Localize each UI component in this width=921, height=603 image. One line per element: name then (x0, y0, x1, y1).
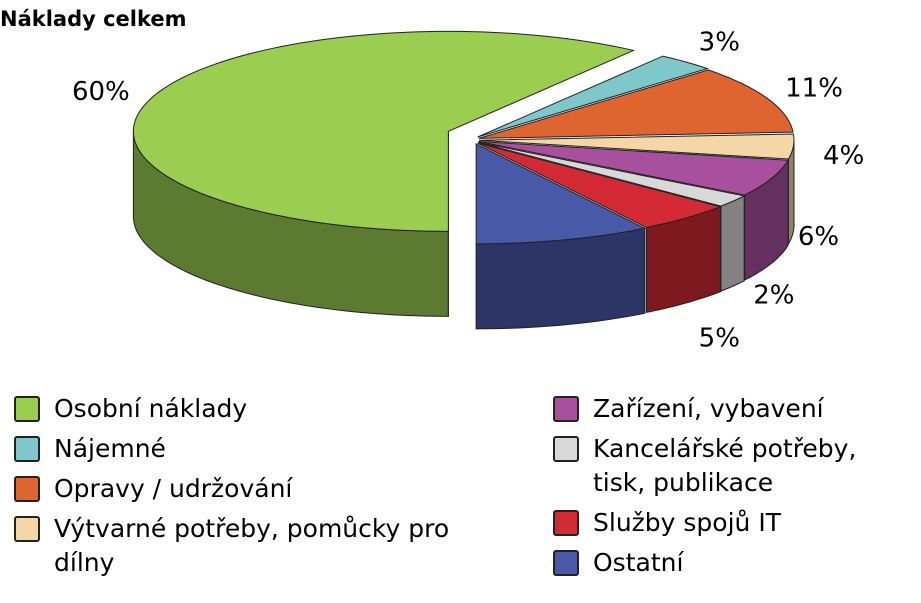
legend: Zařízení, vybavení Kancelářské potřeby, t… (553, 392, 913, 586)
legend-label: Ostatní (593, 548, 684, 577)
slice (478, 69, 794, 139)
legend-swatch (553, 550, 579, 576)
data-label: 3% (699, 28, 740, 58)
slice (477, 55, 709, 138)
legend-item: Ostatní (553, 546, 913, 580)
data-label: 60% (72, 77, 130, 107)
legend-label: Zařízení, vybavení (593, 394, 824, 423)
slice (478, 133, 795, 160)
data-label: 6% (798, 222, 839, 252)
legend-item: Zařízení, vybavení (553, 392, 913, 426)
legend-swatch (14, 436, 40, 462)
slice-side (720, 195, 745, 292)
slice (478, 140, 790, 196)
legend-swatch (553, 510, 579, 536)
legend-item: Kancelářské potřeby, tisk, publikace (553, 432, 913, 500)
legend-swatch (14, 396, 40, 422)
slice (477, 142, 723, 228)
legend-item: Služby spojů IT (553, 506, 913, 540)
legend-swatch (553, 436, 579, 462)
slice (478, 141, 746, 207)
legend-swatch (553, 396, 579, 422)
legend-item: Výtvarné potřeby, pomůcky pro dílny (14, 512, 484, 580)
legend-swatch (14, 476, 40, 502)
data-label: 11% (785, 73, 843, 103)
legend-label: Nájemné (54, 434, 166, 463)
legend-item: Opravy / udržování (14, 472, 484, 506)
legend-swatch (14, 516, 40, 542)
chart: Náklady celkem 60% 3% 11% 4% 6%2% 5% 9% (0, 7, 864, 380)
slice (475, 143, 647, 245)
chart-title: Náklady celkem (0, 7, 187, 31)
data-label: 5% (699, 323, 740, 353)
data-label: 9% (557, 379, 598, 380)
slice (132, 30, 636, 232)
legend-label: Kancelářské potřeby, tisk, publikace (593, 434, 857, 497)
legend-label: Osobní náklady (54, 394, 248, 423)
legend: Osobní náklady Nájemné Opravy / udržování V… (14, 392, 484, 586)
legend-item: Osobní náklady (14, 392, 484, 426)
legend-label: Opravy / udržování (54, 474, 293, 503)
data-label: 2% (753, 280, 794, 310)
legend-label: Služby spojů IT (593, 508, 781, 537)
legend-label: Výtvarné potřeby, pomůcky pro dílny (54, 514, 450, 577)
legend-item: Nájemné (14, 432, 484, 466)
data-label: 4% (823, 141, 864, 171)
